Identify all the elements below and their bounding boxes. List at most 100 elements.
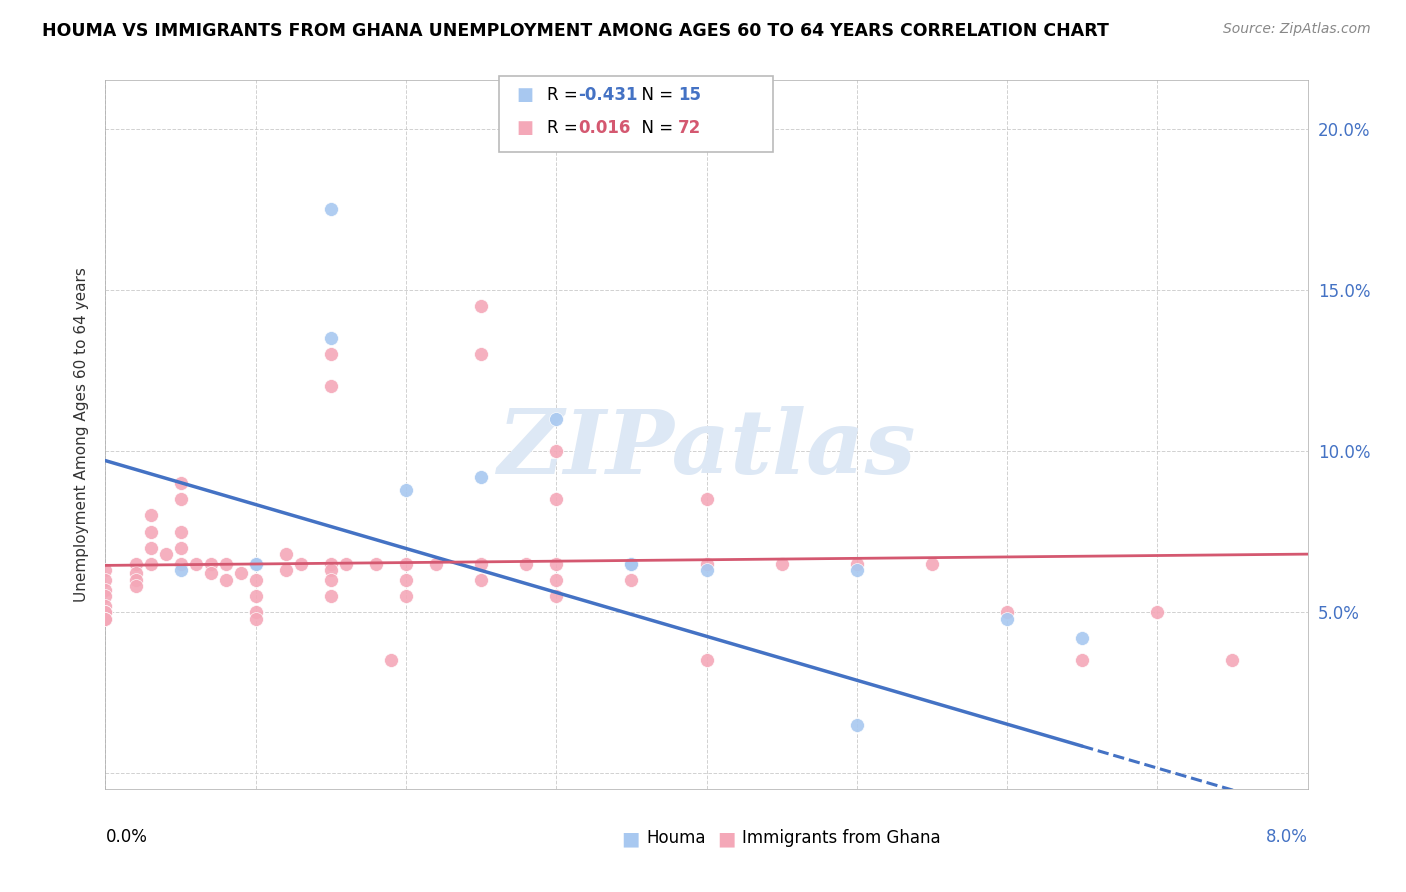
Point bbox=[94, 563, 117, 577]
Text: ■: ■ bbox=[717, 829, 735, 848]
Point bbox=[470, 469, 492, 483]
Point bbox=[124, 557, 146, 571]
Text: N =: N = bbox=[631, 119, 679, 136]
Point bbox=[169, 524, 191, 539]
Point bbox=[620, 573, 643, 587]
Point bbox=[94, 589, 117, 603]
Point bbox=[995, 611, 1018, 625]
Point bbox=[94, 605, 117, 619]
Point bbox=[395, 483, 418, 497]
Point bbox=[319, 202, 342, 217]
Point bbox=[214, 573, 236, 587]
Text: 72: 72 bbox=[678, 119, 702, 136]
Point bbox=[200, 557, 222, 571]
Point bbox=[94, 611, 117, 625]
Point bbox=[395, 589, 418, 603]
Point bbox=[139, 557, 162, 571]
Point bbox=[546, 589, 568, 603]
Point bbox=[94, 573, 117, 587]
Point bbox=[274, 547, 297, 561]
Point bbox=[515, 557, 537, 571]
Point bbox=[184, 557, 207, 571]
Point bbox=[139, 524, 162, 539]
Point bbox=[169, 557, 191, 571]
Text: ■: ■ bbox=[516, 87, 533, 104]
Point bbox=[335, 557, 357, 571]
Point bbox=[620, 557, 643, 571]
Point bbox=[245, 605, 267, 619]
Point bbox=[395, 573, 418, 587]
Point bbox=[425, 557, 447, 571]
Point bbox=[319, 331, 342, 345]
Point bbox=[319, 573, 342, 587]
Point bbox=[470, 573, 492, 587]
Point bbox=[124, 566, 146, 581]
Point bbox=[94, 605, 117, 619]
Y-axis label: Unemployment Among Ages 60 to 64 years: Unemployment Among Ages 60 to 64 years bbox=[75, 268, 90, 602]
Text: Houma: Houma bbox=[647, 830, 706, 847]
Text: Source: ZipAtlas.com: Source: ZipAtlas.com bbox=[1223, 22, 1371, 37]
Point bbox=[139, 508, 162, 523]
Point bbox=[995, 605, 1018, 619]
Point bbox=[245, 611, 267, 625]
Point bbox=[94, 599, 117, 613]
Point bbox=[245, 573, 267, 587]
Point bbox=[1071, 631, 1094, 645]
Point bbox=[245, 557, 267, 571]
Point bbox=[845, 563, 868, 577]
Point bbox=[470, 347, 492, 361]
Point bbox=[696, 492, 718, 507]
Text: 0.0%: 0.0% bbox=[105, 828, 148, 846]
Point bbox=[470, 299, 492, 313]
Point bbox=[214, 557, 236, 571]
Point bbox=[319, 557, 342, 571]
Text: -0.431: -0.431 bbox=[578, 87, 637, 104]
Point bbox=[169, 541, 191, 555]
Point bbox=[845, 557, 868, 571]
Point bbox=[470, 557, 492, 571]
Point bbox=[94, 611, 117, 625]
Text: 0.016: 0.016 bbox=[578, 119, 630, 136]
Point bbox=[245, 557, 267, 571]
Point bbox=[290, 557, 312, 571]
Point bbox=[546, 444, 568, 458]
Point bbox=[620, 557, 643, 571]
Text: R =: R = bbox=[547, 87, 583, 104]
Point bbox=[245, 589, 267, 603]
Point bbox=[696, 563, 718, 577]
Point bbox=[169, 476, 191, 491]
Text: 8.0%: 8.0% bbox=[1265, 828, 1308, 846]
Point bbox=[94, 582, 117, 597]
Point bbox=[229, 566, 252, 581]
Text: Immigrants from Ghana: Immigrants from Ghana bbox=[742, 830, 941, 847]
Point bbox=[139, 541, 162, 555]
Point bbox=[124, 573, 146, 587]
Point bbox=[546, 573, 568, 587]
Point bbox=[169, 563, 191, 577]
Text: ■: ■ bbox=[516, 119, 533, 136]
Point bbox=[546, 492, 568, 507]
Point bbox=[169, 492, 191, 507]
Point bbox=[319, 563, 342, 577]
Point bbox=[546, 557, 568, 571]
Point bbox=[319, 379, 342, 393]
Point bbox=[274, 563, 297, 577]
Point bbox=[921, 557, 943, 571]
Text: HOUMA VS IMMIGRANTS FROM GHANA UNEMPLOYMENT AMONG AGES 60 TO 64 YEARS CORRELATIO: HOUMA VS IMMIGRANTS FROM GHANA UNEMPLOYM… bbox=[42, 22, 1109, 40]
Point bbox=[546, 411, 568, 425]
Point bbox=[1222, 653, 1244, 667]
Point bbox=[319, 347, 342, 361]
Point bbox=[696, 557, 718, 571]
Text: R =: R = bbox=[547, 119, 583, 136]
Text: ■: ■ bbox=[621, 829, 640, 848]
Text: N =: N = bbox=[631, 87, 679, 104]
Point bbox=[200, 566, 222, 581]
Point bbox=[845, 718, 868, 732]
Point bbox=[1071, 653, 1094, 667]
Point bbox=[620, 557, 643, 571]
Point bbox=[319, 589, 342, 603]
Point bbox=[364, 557, 387, 571]
Point bbox=[395, 557, 418, 571]
Text: ZIPatlas: ZIPatlas bbox=[498, 406, 915, 492]
Point bbox=[1146, 605, 1168, 619]
